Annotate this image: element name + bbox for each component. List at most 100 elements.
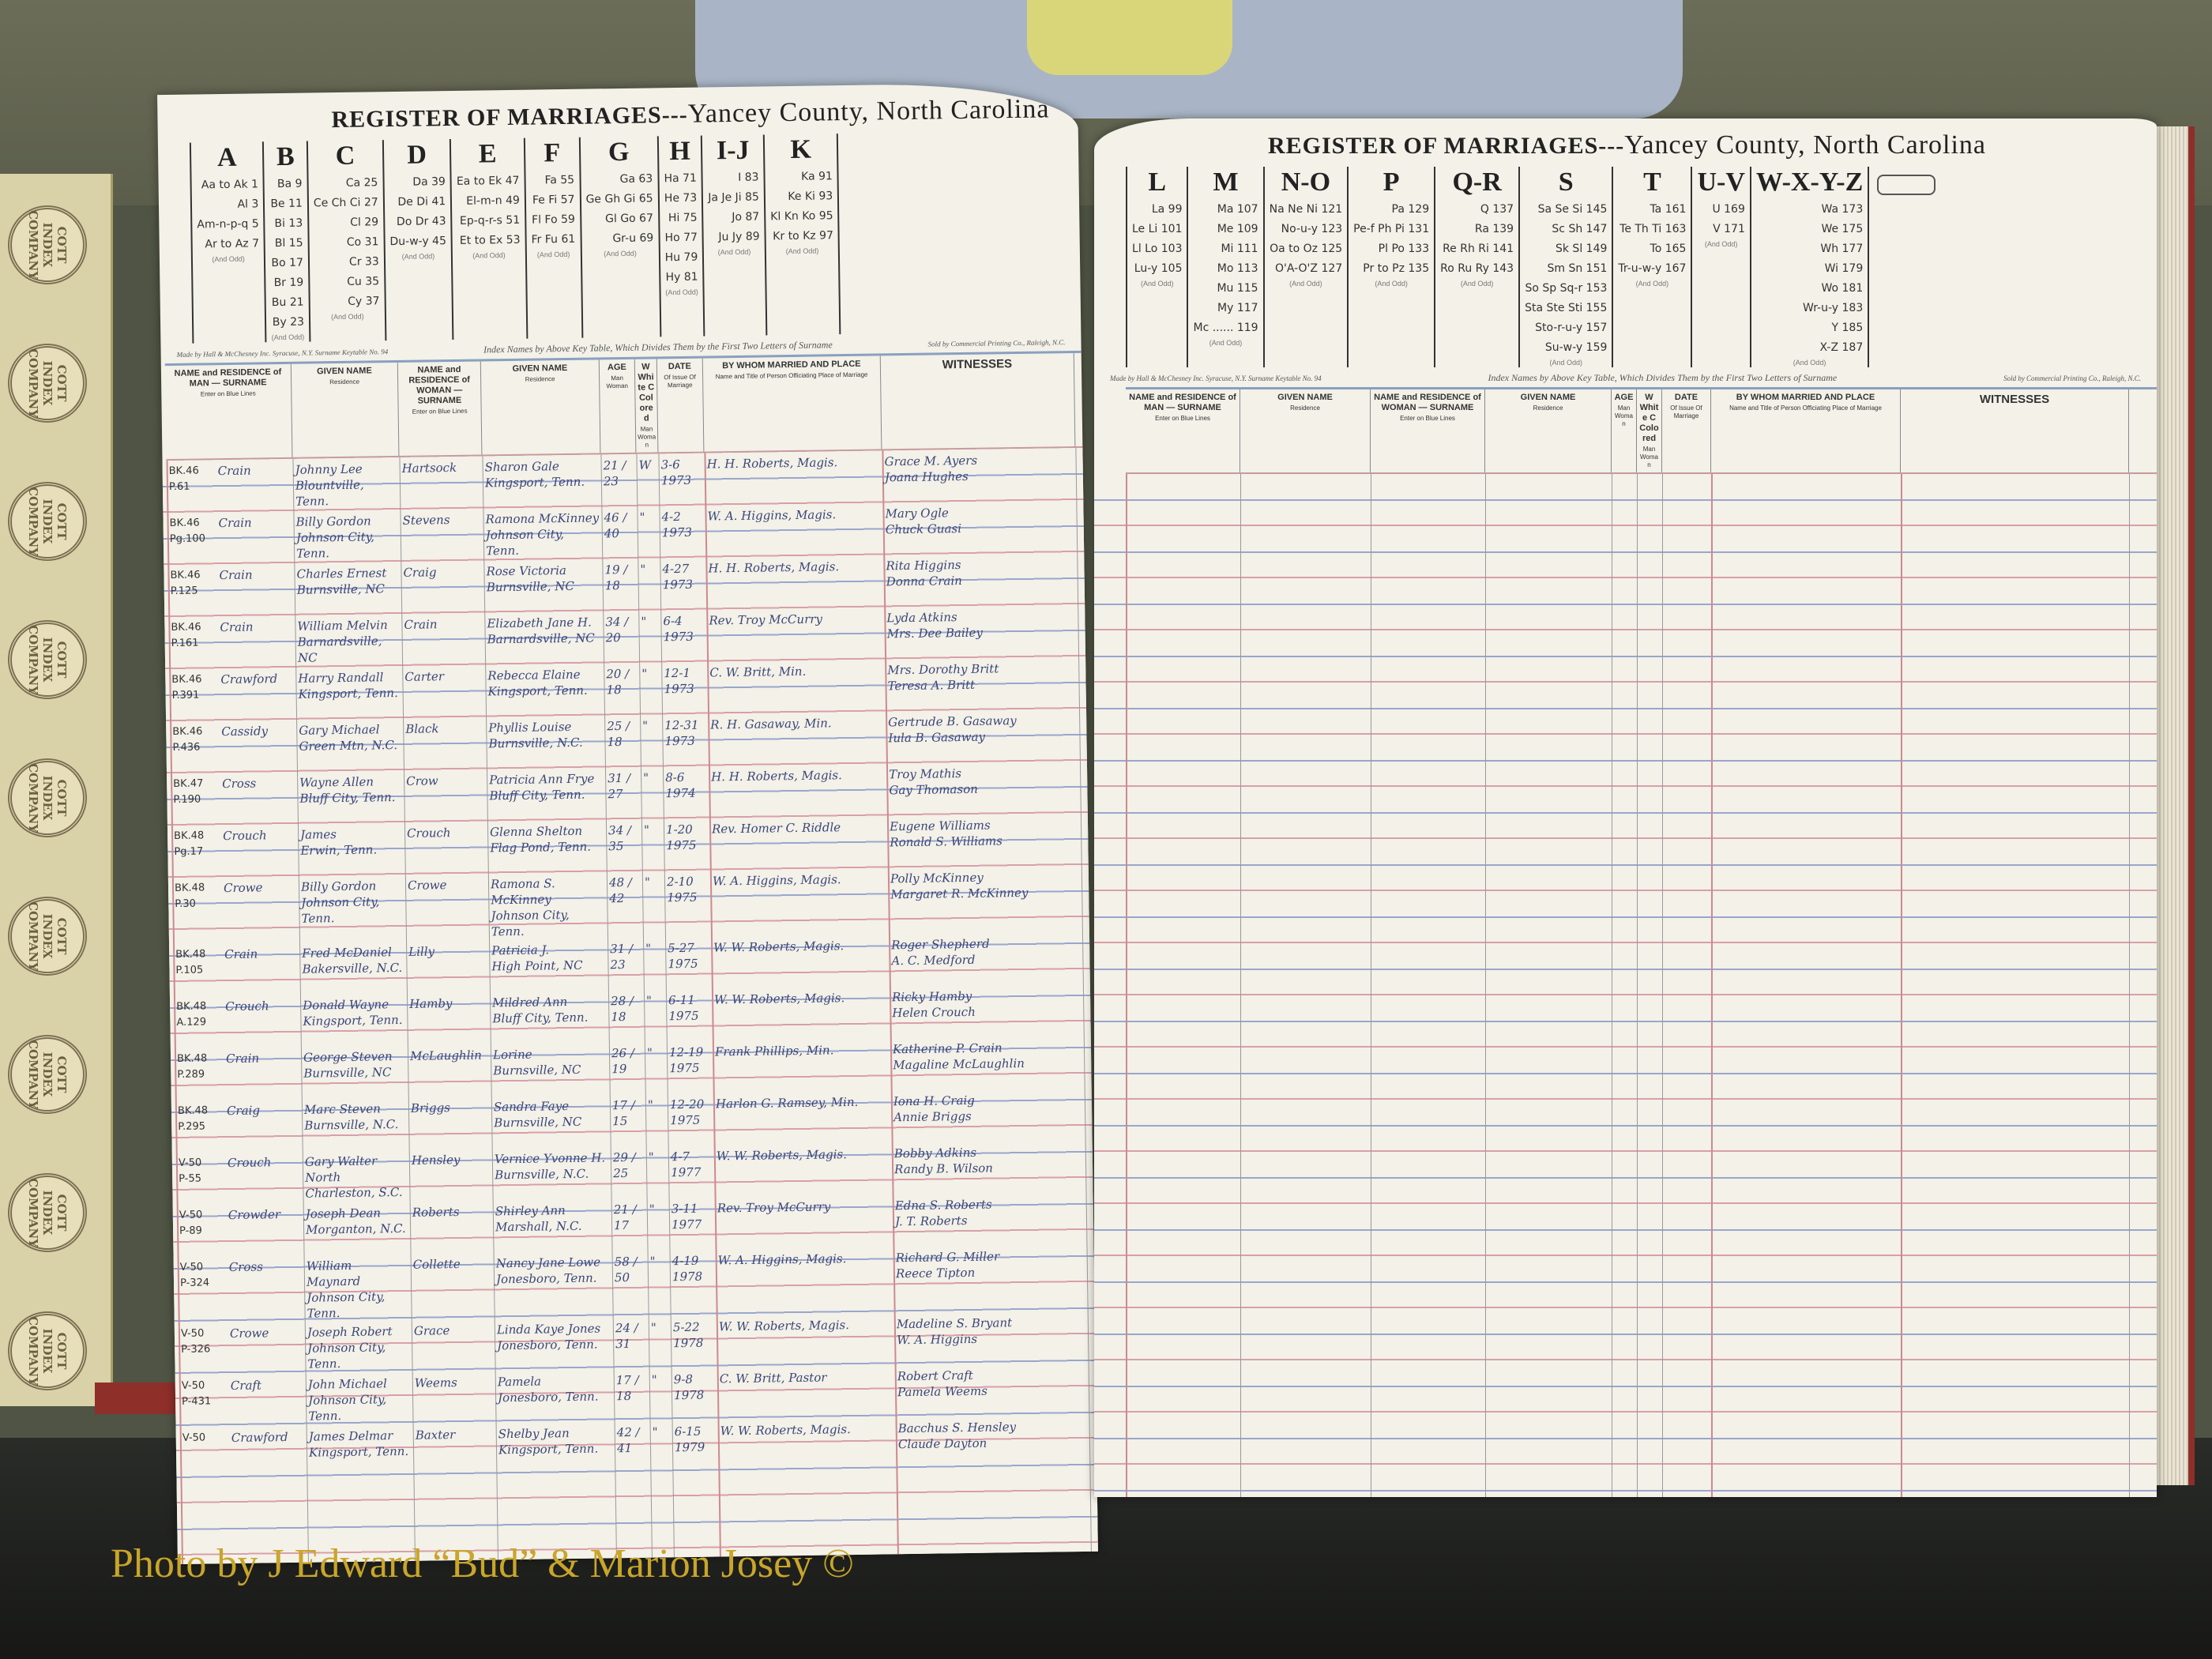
- index-entry: Mi 111: [1221, 243, 1258, 255]
- race: ": [645, 993, 653, 1008]
- woman-given-header-sub: Residence: [1533, 404, 1563, 412]
- woman-residence: Jonesboro, Tenn.: [497, 1337, 598, 1353]
- book-page-ref: V-50: [178, 1157, 202, 1169]
- witnesses-cell: Lyda Atkins Mrs. Dee Bailey: [884, 608, 1078, 659]
- woman-residence: Kingsport, Tenn.: [484, 474, 585, 491]
- title-main: REGISTER OF MARRIAGES: [331, 102, 662, 134]
- woman-surname-cell: Roberts: [410, 1203, 494, 1253]
- marriage-date: 4-7 1977: [670, 1149, 702, 1180]
- index-entry: Ea to Ek 47: [456, 174, 520, 188]
- marriage-date: 6-11 1975: [668, 992, 699, 1024]
- book-page-ref: P.391: [171, 689, 200, 702]
- race-cell: ": [648, 1253, 671, 1316]
- woman-surname: Hartsock: [401, 460, 457, 476]
- and-odd-note: (And Odd): [472, 251, 506, 260]
- race-cell: W: [636, 457, 659, 506]
- marriage-date-cell: 2-10 1975: [664, 874, 711, 938]
- man-given-name: Billy Gordon: [300, 878, 377, 894]
- and-odd-note: (And Odd): [1549, 359, 1582, 367]
- woman-surname-cell: Hamby: [407, 995, 491, 1044]
- marriage-date-cell: 6-11 1975: [666, 991, 713, 1041]
- index-entry: Su-w-y 159: [1544, 341, 1608, 354]
- woman-residence: Burnsville, NC: [494, 1114, 582, 1130]
- man-given-name: Gary Michael: [299, 722, 380, 738]
- index-column-s: S Sa Se Si 145 Sc Sh 147 Sk Sl 149 Sm Sn 151…: [1520, 167, 1614, 367]
- and-odd-note: (And Odd): [536, 250, 570, 259]
- index-entry: I 83: [738, 171, 759, 184]
- ages-cell: 31 / 23: [608, 941, 644, 991]
- race: ": [649, 1254, 656, 1269]
- marriage-date-cell: 3-6 1973: [658, 457, 705, 506]
- and-odd-note: (And Odd): [330, 312, 364, 322]
- man-given-name: James: [299, 827, 337, 842]
- seller-note: Sold by Commercial Printing Co., Raleigh…: [2003, 374, 2141, 382]
- surname-key-table: A Aa to Ak 1 Al 3 Am-n-p-q 5 Ar to Az 7 (And …: [189, 134, 841, 344]
- officiant: H. H. Roberts, Magis.: [711, 768, 842, 784]
- woman-surname-cell: Hensley: [409, 1151, 493, 1201]
- photo-credit-watermark: Photo by J Edward “Bud” & Marion Josey ©: [111, 1541, 854, 1586]
- index-entry: Am-n-p-q 5: [197, 217, 259, 231]
- index-entry: Ma 107: [1217, 203, 1258, 216]
- man-given-name: William Melvin: [297, 618, 388, 634]
- ages-cell: 21 / 17: [611, 1202, 648, 1251]
- officiant-cell: W. W. Roberts, Magis.: [714, 1146, 893, 1197]
- ages-cell: 17 / 18: [614, 1372, 650, 1422]
- woman-residence: Barnardsville, NC: [487, 630, 595, 647]
- man-residence: Erwin, Tenn.: [300, 842, 378, 858]
- index-entry: Ce Ch Ci 27: [313, 196, 378, 210]
- marriage-date-cell: 9-8 1978: [672, 1371, 718, 1420]
- index-entry: Ep-q-r-s 51: [459, 213, 521, 228]
- index-entry: Gl Go 67: [604, 212, 654, 226]
- woman-given-name: Sharon Gale: [484, 459, 559, 475]
- ages: 25 / 18: [607, 718, 630, 750]
- book-page-ref: P.289: [177, 1068, 205, 1081]
- index-entry: La 99: [1151, 203, 1183, 216]
- ages-cell: 34 / 20: [603, 614, 639, 664]
- woman-surname-cell: Craig: [401, 563, 484, 613]
- woman-given-cell: Patricia J. High Point, NC: [489, 941, 608, 991]
- woman-given-name: Pamela: [497, 1374, 542, 1390]
- cott-index-seal-logo: COTT INDEX COMPANY: [8, 205, 87, 284]
- index-entry: Sa Se Si 145: [1537, 203, 1608, 216]
- book-page-ref: P-89: [179, 1224, 203, 1237]
- man-surname-cell: Crouch: [225, 1154, 303, 1204]
- officiant-cell: C. W. Britt, Pastor: [717, 1368, 896, 1420]
- index-entry: Wo 181: [1821, 282, 1864, 295]
- race: ": [644, 875, 651, 890]
- and-odd-note: (And Odd): [401, 252, 435, 261]
- index-entry: To 165: [1650, 243, 1687, 255]
- man-surname-cell: Crawford: [218, 671, 296, 720]
- marriage-date-cell: 5-22 1978: [671, 1319, 717, 1368]
- officiant: W. W. Roberts, Magis.: [713, 939, 845, 955]
- ages-cell: 17 / 15: [610, 1097, 646, 1147]
- man-given-header-sub: Residence: [329, 378, 360, 386]
- woman-surname: Crain: [404, 617, 438, 632]
- woman-surname-cell: Black: [403, 720, 487, 769]
- woman-residence: Jonesboro, Tenn.: [495, 1270, 597, 1287]
- race-cell: ": [642, 874, 665, 937]
- man-given-name: Fred McDaniel: [302, 945, 393, 961]
- index-letter: A: [216, 142, 237, 173]
- index-entry: Wi 179: [1824, 262, 1864, 275]
- man-surname-cell: Crouch: [223, 998, 301, 1048]
- index-column-e: E Ea to Ek 47 El-m-n 49 Ep-q-r-s 51 Et to Ex…: [451, 137, 529, 340]
- witness: Ronald S. Williams: [890, 833, 1003, 850]
- man-surname-cell: Cross: [220, 775, 298, 825]
- ages: 46 / 40: [604, 510, 627, 541]
- race-cell: ": [645, 1097, 668, 1146]
- man-residence: Bakersville, N.C.: [302, 960, 403, 976]
- officiant: W. A. Higgins, Magis.: [717, 1251, 847, 1268]
- woman-surname-cell: Weems: [412, 1374, 496, 1424]
- register-title: REGISTER OF MARRIAGES---Yancey County, N…: [1094, 130, 2157, 162]
- witness: Chuck Guasi: [885, 521, 962, 537]
- index-column-g: G Ga 63 Ge Gh Gi 65 Gl Go 67 Gr-u 69 (And Odd…: [580, 136, 662, 338]
- race: ": [640, 562, 646, 577]
- officiant-cell: H. H. Roberts, Magis.: [704, 453, 882, 505]
- index-letter: K: [790, 134, 812, 164]
- book-page-ref: V-50: [179, 1261, 204, 1273]
- woman-given-cell: Shirley Ann Marshall, N.C.: [493, 1202, 612, 1252]
- woman-surname: Crow: [406, 773, 438, 788]
- man-given-cell: James Delmar Kingsport, Tenn.: [307, 1428, 414, 1478]
- witnesses-header: WITNESSES: [1901, 389, 2129, 472]
- left-page: REGISTER OF MARRIAGES---Yancey County, N…: [157, 81, 1098, 1564]
